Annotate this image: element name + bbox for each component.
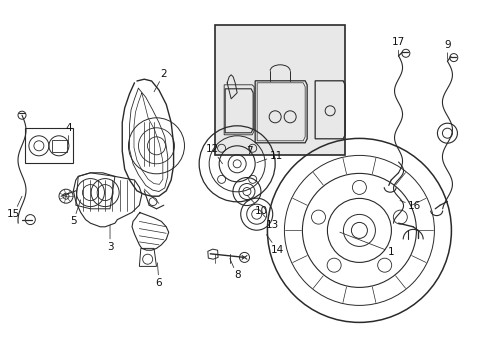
Text: 7: 7 <box>245 146 252 156</box>
Text: 17: 17 <box>391 37 405 57</box>
Text: 13: 13 <box>261 213 279 230</box>
Bar <box>215 25 344 155</box>
Bar <box>25 128 73 163</box>
Text: 1: 1 <box>339 232 394 257</box>
Text: 16: 16 <box>399 201 421 211</box>
Text: 2: 2 <box>154 69 167 92</box>
Text: 9: 9 <box>443 40 450 59</box>
Text: 4: 4 <box>65 123 72 144</box>
Text: 8: 8 <box>229 258 240 280</box>
Text: 5: 5 <box>70 200 81 226</box>
Text: 12: 12 <box>205 144 222 164</box>
Text: 10: 10 <box>246 195 267 216</box>
Text: 15: 15 <box>7 196 22 219</box>
Text: 6: 6 <box>155 263 162 288</box>
Text: 14: 14 <box>266 235 284 255</box>
Text: 11: 11 <box>256 150 283 163</box>
Text: 3: 3 <box>106 225 113 252</box>
